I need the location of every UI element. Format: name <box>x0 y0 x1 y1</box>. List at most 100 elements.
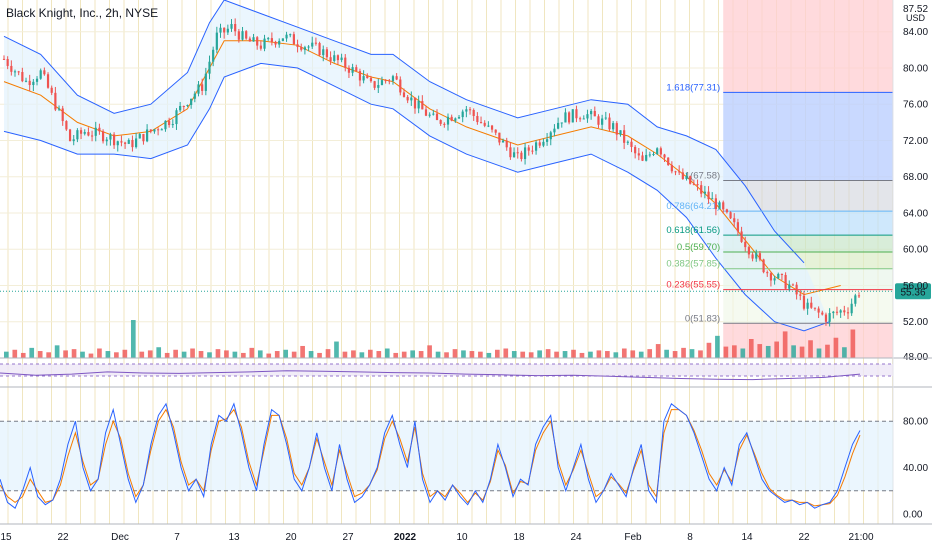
volume-bars <box>4 320 856 358</box>
volume-bar <box>368 349 373 358</box>
candle-body <box>281 38 284 41</box>
volume-bar <box>799 346 805 358</box>
candle-body <box>395 76 398 80</box>
candle-body <box>612 123 615 130</box>
candle-body <box>303 47 307 50</box>
volume-bar <box>562 351 568 358</box>
price-tick-label: 76.00 <box>903 100 928 111</box>
candle-body <box>443 123 446 125</box>
volume-bar <box>689 349 695 358</box>
volume-bar <box>723 346 729 358</box>
candle-body <box>593 110 596 117</box>
candle-body <box>146 129 149 142</box>
candle-body <box>267 38 270 40</box>
candles <box>2 18 861 327</box>
volume-bar <box>545 349 551 358</box>
price-tick-label: 52.00 <box>903 317 928 328</box>
volume-bar <box>579 352 585 358</box>
candle-body <box>6 59 9 66</box>
candle-body <box>714 198 717 210</box>
price-tick-label: 87.52 <box>903 4 928 15</box>
candle-body <box>259 45 262 49</box>
candle-body <box>50 87 53 93</box>
price-tick-label: 56.00 <box>903 281 928 292</box>
candle-body <box>769 273 773 281</box>
volume-bar <box>4 351 9 358</box>
candle-body <box>736 222 740 232</box>
date-tick-label: 15 <box>0 532 12 543</box>
candle-body <box>369 78 373 82</box>
volume-bar <box>105 351 111 358</box>
fib-zone-extension <box>723 92 893 181</box>
volume-bar <box>249 347 255 358</box>
volume-bar <box>520 351 526 358</box>
candle-body <box>505 140 508 148</box>
volume-bar <box>274 351 280 358</box>
volume-bar <box>342 351 348 358</box>
candle-body <box>523 147 527 160</box>
candle-body <box>292 34 295 45</box>
volume-bar <box>791 345 796 358</box>
candle-body <box>586 114 589 119</box>
volume-bar <box>825 344 830 358</box>
candle-body <box>817 308 820 313</box>
candle-body <box>241 31 244 40</box>
date-tick-label: 7 <box>174 532 180 543</box>
volume-bar <box>842 347 847 358</box>
volume-bar <box>71 349 77 358</box>
candle-body <box>634 146 637 154</box>
volume-bar <box>664 349 669 358</box>
candle-body <box>248 38 251 42</box>
candle-body <box>10 65 13 72</box>
volume-bar <box>241 352 246 358</box>
candle-body <box>79 130 83 134</box>
candle-body <box>472 109 475 117</box>
candle-body <box>101 131 105 142</box>
candle-body <box>487 125 490 127</box>
candle-body <box>813 307 817 309</box>
date-tick-label: Feb <box>624 532 642 543</box>
date-tick-label: 10 <box>456 532 468 543</box>
volume-bar <box>537 350 542 358</box>
candle-body <box>274 41 277 45</box>
bollinger-upper-band <box>3 0 805 264</box>
fib-level-label: 0(51.83) <box>685 313 720 324</box>
candle-body <box>373 81 376 88</box>
candle-body <box>791 284 795 286</box>
volume-bar <box>20 352 26 358</box>
date-tick-label: 22 <box>798 532 810 543</box>
volume-bar <box>774 341 780 358</box>
volume-bar <box>698 350 703 358</box>
candle-body <box>854 295 857 304</box>
date-tick-label: 24 <box>570 532 582 543</box>
date-tick-label: 13 <box>228 532 240 543</box>
candle-body <box>17 71 20 73</box>
candle-body <box>630 141 633 147</box>
candle-body <box>223 27 226 33</box>
candle-body <box>336 55 340 61</box>
volume-bar <box>418 351 424 358</box>
candle-body <box>230 24 233 29</box>
fib-zone-top <box>723 0 893 93</box>
volume-bar <box>571 349 576 358</box>
candle-body <box>498 132 501 143</box>
volume-bar <box>97 348 102 358</box>
candle-body <box>656 148 659 155</box>
candle-body <box>590 110 593 115</box>
volume-bar <box>494 349 500 358</box>
candle-body <box>131 139 134 148</box>
price-tick-label: 80.00 <box>903 63 928 74</box>
candle-body <box>329 57 332 61</box>
candle-body <box>377 85 380 88</box>
candle-body <box>270 38 273 42</box>
candle-body <box>35 78 39 82</box>
volume-bar <box>207 352 212 358</box>
last-price-badge <box>895 283 931 300</box>
volume-bar <box>765 345 771 358</box>
candle-body <box>98 127 101 132</box>
volume-bar <box>427 345 432 358</box>
candle-body <box>190 98 193 105</box>
candle-body <box>212 49 215 62</box>
volume-bar <box>54 345 60 358</box>
